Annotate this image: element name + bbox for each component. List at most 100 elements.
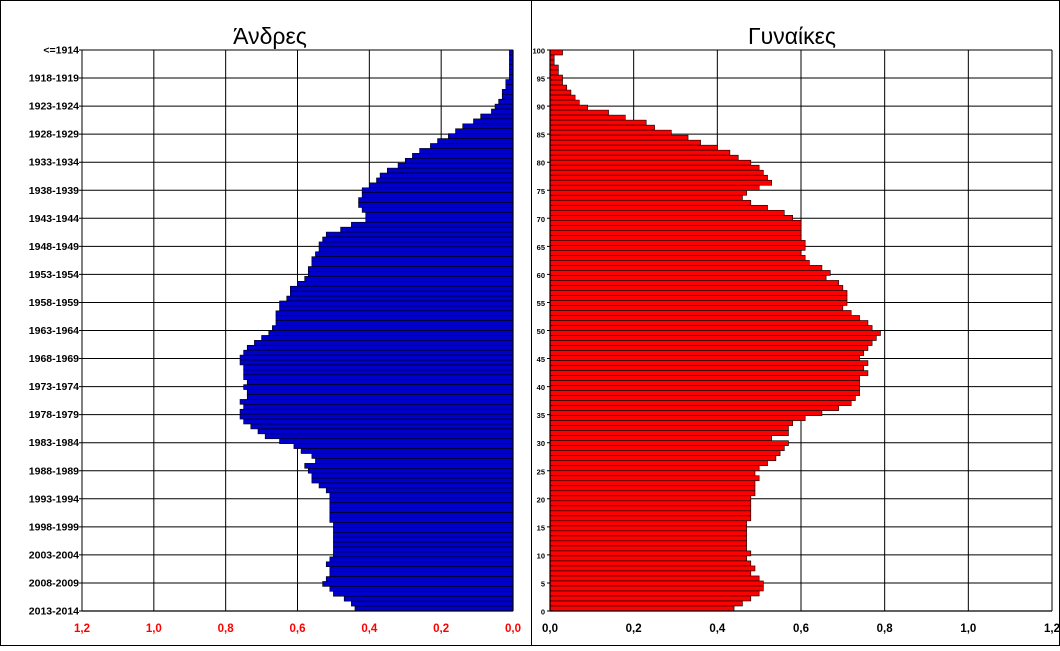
bar <box>243 369 514 376</box>
bar <box>549 405 839 411</box>
left-panel: 1,2 1,0 0,8 0,6 0,4 0,2 0,0 <=1914 1918-1919 1923… <box>29 45 521 636</box>
bar <box>549 565 756 572</box>
bar <box>246 394 514 400</box>
bar <box>333 522 514 528</box>
y-tick-label: <=1914 <box>43 45 79 57</box>
y-tick-label: 1953-1954 <box>29 269 79 281</box>
bar <box>243 364 514 371</box>
x-tick-label: 0,2 <box>626 623 642 635</box>
bar <box>549 54 555 61</box>
bar <box>549 325 873 331</box>
chart-title-left: Άνδρες <box>233 23 307 49</box>
bar <box>246 379 514 385</box>
bar <box>325 561 514 568</box>
y-tick-label: 75 <box>537 187 545 196</box>
bar <box>549 159 752 166</box>
bar <box>549 194 743 201</box>
bar <box>311 472 514 479</box>
bar <box>549 595 752 602</box>
bar <box>491 108 514 115</box>
bar <box>243 418 514 425</box>
y-tick-label: 1948-1949 <box>29 241 79 253</box>
bar <box>333 536 514 543</box>
y-tick-label: 20 <box>537 495 545 504</box>
bar <box>549 515 752 522</box>
y-tick-label: 1933-1934 <box>29 157 79 169</box>
bar <box>549 114 626 121</box>
bar <box>549 79 563 86</box>
bar <box>549 475 760 482</box>
bar <box>279 305 514 312</box>
bar <box>549 605 735 612</box>
bar <box>351 221 514 228</box>
y-tick-label: 1943-1944 <box>29 213 79 225</box>
bar <box>329 492 514 499</box>
bar <box>549 550 752 557</box>
bar <box>549 119 647 126</box>
bar <box>549 69 559 76</box>
bar <box>549 240 806 246</box>
bar <box>239 359 514 366</box>
bar <box>549 570 752 577</box>
y-tick-label: 2013-2014 <box>29 606 79 618</box>
bar <box>549 204 768 211</box>
bar <box>261 335 514 341</box>
bar <box>473 118 514 125</box>
bar <box>549 94 576 101</box>
bar <box>549 169 764 176</box>
y-tick-label: 70 <box>537 215 545 224</box>
bar <box>549 400 852 406</box>
bar <box>318 482 514 489</box>
chart-title-right: Γυναίκες <box>748 23 836 49</box>
y-tick-label: 30 <box>537 439 545 448</box>
bar <box>549 525 747 532</box>
bar <box>501 93 514 100</box>
bar <box>549 255 806 261</box>
y-tick-label: 0 <box>541 608 545 617</box>
bar <box>549 154 739 161</box>
bar <box>325 576 514 582</box>
bar <box>549 520 747 527</box>
y-tick-label: 5 <box>541 579 545 588</box>
bar <box>549 440 789 447</box>
bar <box>549 430 789 436</box>
bar <box>329 517 514 523</box>
bar <box>354 605 514 612</box>
bar <box>311 477 514 484</box>
x-tick-label: 1,0 <box>146 623 162 635</box>
bar <box>272 325 514 331</box>
bar <box>549 305 844 311</box>
bar <box>549 600 743 607</box>
bar <box>275 310 514 317</box>
bar <box>549 445 785 452</box>
y-tick-label: 2003-2004 <box>29 549 79 561</box>
bar <box>549 460 768 467</box>
bar <box>549 49 563 56</box>
bar <box>549 485 756 492</box>
bar <box>286 295 514 302</box>
bar <box>549 225 802 231</box>
bar <box>275 320 514 326</box>
y-tick-label: 95 <box>537 75 545 84</box>
y-tick-label: 1923-1924 <box>29 101 79 113</box>
bar <box>250 423 514 430</box>
bar <box>494 103 514 110</box>
bar <box>325 487 514 494</box>
bar <box>549 290 848 296</box>
y-tick-label: 100 <box>532 47 545 56</box>
bar <box>549 295 848 301</box>
bar <box>549 350 865 356</box>
y-tick-label: 1938-1939 <box>29 185 79 197</box>
bar <box>549 590 760 597</box>
bar <box>549 580 764 587</box>
y-tick-label: 1973-1974 <box>29 381 79 393</box>
bar <box>307 467 514 474</box>
bar <box>304 463 514 469</box>
bar <box>279 438 514 444</box>
bar <box>549 124 655 131</box>
bar <box>549 510 752 517</box>
bar <box>549 280 839 286</box>
bar <box>462 123 514 130</box>
bar <box>297 280 514 287</box>
